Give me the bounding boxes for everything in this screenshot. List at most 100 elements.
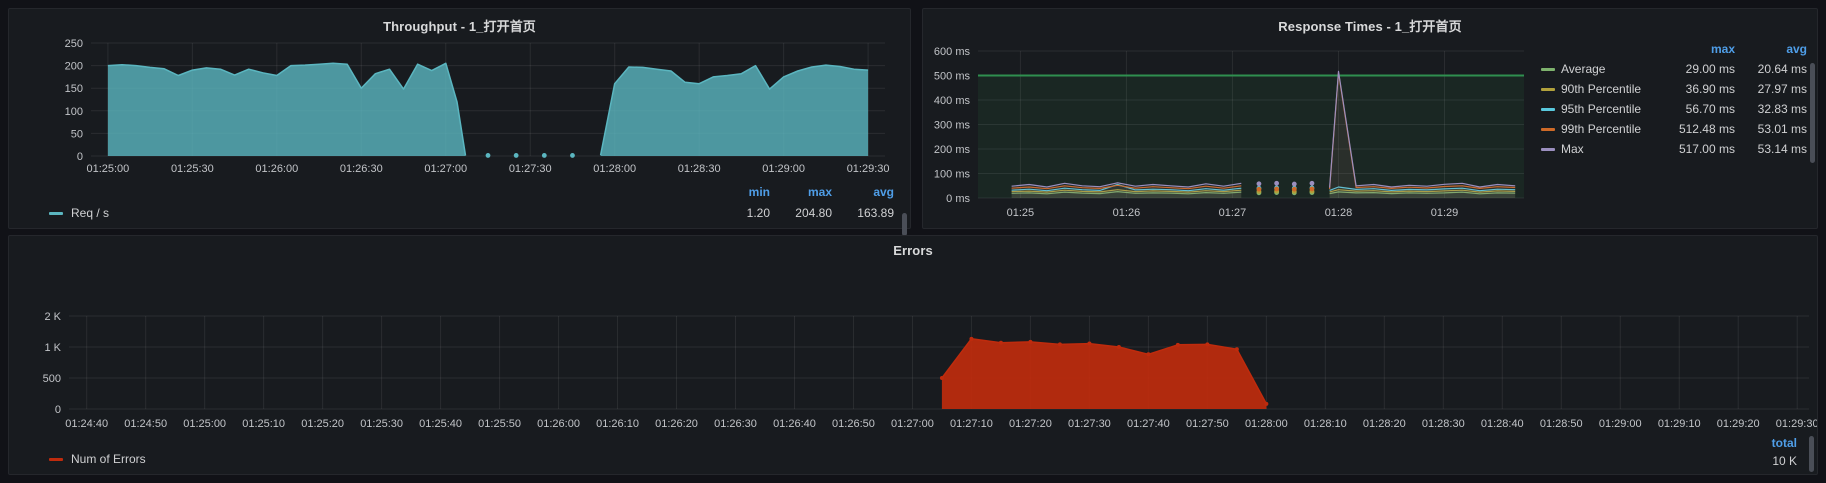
svg-text:250: 250: [65, 38, 83, 50]
response-panel-title[interactable]: Response Times - 1_打开首页: [1278, 19, 1462, 34]
legend-series-99th[interactable]: 99th Percentile: [1561, 122, 1642, 136]
legend-scrollbar-thumb[interactable]: [1809, 436, 1814, 472]
svg-text:01:26:30: 01:26:30: [714, 418, 757, 430]
svg-text:01:29: 01:29: [1431, 207, 1459, 219]
svg-text:300 ms: 300 ms: [934, 120, 971, 132]
svg-text:01:26:50: 01:26:50: [832, 418, 875, 430]
series-label: Num of Errors: [71, 452, 146, 466]
90th-max-value: 36.90 ms: [1685, 82, 1735, 96]
svg-text:1 K: 1 K: [44, 342, 61, 354]
throughput-panel-title[interactable]: Throughput - 1_打开首页: [383, 19, 536, 34]
throughput-chart[interactable]: 0 50 100 150 200 250 01:25:00 01:25:30 01:26:00 0…: [9, 9, 910, 181]
svg-text:01:26:40: 01:26:40: [773, 418, 816, 430]
series-color-dash: [1541, 128, 1555, 131]
panel-response-times: Response Times - 1_打开首页 0 ms 100 ms 200 ms…: [922, 8, 1818, 229]
svg-text:01:26: 01:26: [1113, 207, 1141, 219]
svg-text:01:28:50: 01:28:50: [1540, 418, 1583, 430]
legend-series-num-of-errors[interactable]: Num of Errors: [49, 452, 146, 466]
max-header[interactable]: max: [1710, 42, 1735, 56]
svg-text:01:27:20: 01:27:20: [1009, 418, 1052, 430]
95th-max-value: 56.70 ms: [1685, 102, 1735, 116]
svg-text:01:28:30: 01:28:30: [678, 163, 721, 175]
errors-panel-title[interactable]: Errors: [893, 243, 933, 258]
svg-text:01:28:10: 01:28:10: [1304, 418, 1347, 430]
svg-text:01:29:00: 01:29:00: [1599, 418, 1642, 430]
series-color-dash: [49, 457, 63, 461]
series-color-dash: [1541, 148, 1555, 151]
svg-text:01:27:00: 01:27:00: [424, 163, 467, 175]
svg-text:01:24:50: 01:24:50: [124, 418, 167, 430]
svg-text:0: 0: [77, 151, 83, 163]
legend-series-90th[interactable]: 90th Percentile: [1561, 82, 1642, 96]
reqs-min-value: 1.20: [746, 206, 770, 220]
svg-text:01:25:40: 01:25:40: [419, 418, 462, 430]
svg-text:01:25:10: 01:25:10: [242, 418, 285, 430]
90th-avg-value: 27.97 ms: [1757, 82, 1807, 96]
svg-text:01:26:30: 01:26:30: [340, 163, 383, 175]
errors-legend-totals: total 10 K: [1772, 436, 1797, 468]
total-header[interactable]: total: [1771, 436, 1797, 450]
avg-header[interactable]: avg: [873, 185, 894, 199]
99th-max-value: 512.48 ms: [1678, 122, 1735, 136]
legend-series-reqs[interactable]: Req / s: [49, 206, 708, 221]
svg-text:01:27:30: 01:27:30: [1068, 418, 1111, 430]
svg-text:01:28:30: 01:28:30: [1422, 418, 1465, 430]
svg-text:01:28: 01:28: [1325, 207, 1353, 219]
svg-text:01:25:50: 01:25:50: [478, 418, 521, 430]
legend-scrollbar-thumb[interactable]: [902, 213, 907, 236]
svg-text:100: 100: [65, 106, 83, 118]
max-avg-value: 53.14 ms: [1757, 142, 1807, 156]
legend-scrollbar-thumb[interactable]: [1810, 63, 1815, 163]
legend-series-max[interactable]: Max: [1561, 142, 1584, 156]
legend-series-95th[interactable]: 95th Percentile: [1561, 102, 1642, 116]
series-color-dash: [1541, 88, 1555, 91]
panel-throughput: Throughput - 1_打开首页 0 50 100 150 200 250 01:25…: [8, 8, 911, 236]
svg-text:01:25:20: 01:25:20: [301, 418, 344, 430]
svg-text:01:28:00: 01:28:00: [1245, 418, 1288, 430]
max-max-value: 517.00 ms: [1678, 142, 1735, 156]
svg-text:01:28:00: 01:28:00: [593, 163, 636, 175]
svg-text:0 ms: 0 ms: [946, 193, 970, 205]
svg-text:01:29:10: 01:29:10: [1658, 418, 1701, 430]
errors-chart[interactable]: 0 500 1 K 2 K 01:24:40 01:24:50 01:25:00 01:25:…: [9, 236, 1817, 436]
svg-text:600 ms: 600 ms: [934, 46, 971, 58]
svg-text:01:25:00: 01:25:00: [183, 418, 226, 430]
svg-text:100 ms: 100 ms: [934, 169, 971, 181]
svg-text:01:27:30: 01:27:30: [509, 163, 552, 175]
svg-text:01:26:00: 01:26:00: [537, 418, 580, 430]
svg-text:50: 50: [71, 128, 83, 140]
svg-text:01:28:20: 01:28:20: [1363, 418, 1406, 430]
svg-text:200 ms: 200 ms: [934, 144, 971, 156]
min-header[interactable]: min: [748, 185, 770, 199]
99th-avg-value: 53.01 ms: [1757, 122, 1807, 136]
svg-text:01:24:40: 01:24:40: [65, 418, 108, 430]
series-color-dash: [49, 212, 63, 215]
panel-errors: Errors 0 500 1 K 2 K 01:24:40 01:24:50 01:25:0…: [8, 235, 1818, 475]
errors-total-value: 10 K: [1772, 454, 1797, 468]
legend-series-average[interactable]: Average: [1561, 62, 1606, 76]
avg-header[interactable]: avg: [1786, 42, 1807, 56]
svg-text:01:25:30: 01:25:30: [171, 163, 214, 175]
reqs-max-value: 204.80: [795, 206, 832, 220]
svg-text:500: 500: [43, 373, 61, 385]
svg-text:0: 0: [55, 404, 61, 416]
reqs-avg-value: 163.89: [857, 206, 894, 220]
svg-text:01:29:30: 01:29:30: [1776, 418, 1817, 430]
throughput-legend: min max avg Req / s 1.20 204.80 163.89: [49, 185, 894, 221]
svg-text:01:27:50: 01:27:50: [1186, 418, 1229, 430]
svg-text:01:28:40: 01:28:40: [1481, 418, 1524, 430]
average-max-value: 29.00 ms: [1685, 62, 1735, 76]
series-label: Req / s: [71, 206, 110, 220]
svg-text:400 ms: 400 ms: [934, 95, 971, 107]
svg-text:01:29:30: 01:29:30: [847, 163, 890, 175]
svg-text:01:26:10: 01:26:10: [596, 418, 639, 430]
max-header[interactable]: max: [807, 185, 832, 199]
series-color-dash: [1541, 68, 1555, 71]
response-times-chart[interactable]: 0 ms 100 ms 200 ms 300 ms 400 ms 500 ms 600 ms…: [923, 9, 1538, 228]
95th-avg-value: 32.83 ms: [1757, 102, 1807, 116]
svg-text:01:25: 01:25: [1007, 207, 1035, 219]
svg-text:01:29:20: 01:29:20: [1717, 418, 1760, 430]
svg-text:01:27:00: 01:27:00: [891, 418, 934, 430]
response-legend: max avg Average 29.00 ms 20.64 ms 90th P…: [1539, 43, 1807, 156]
